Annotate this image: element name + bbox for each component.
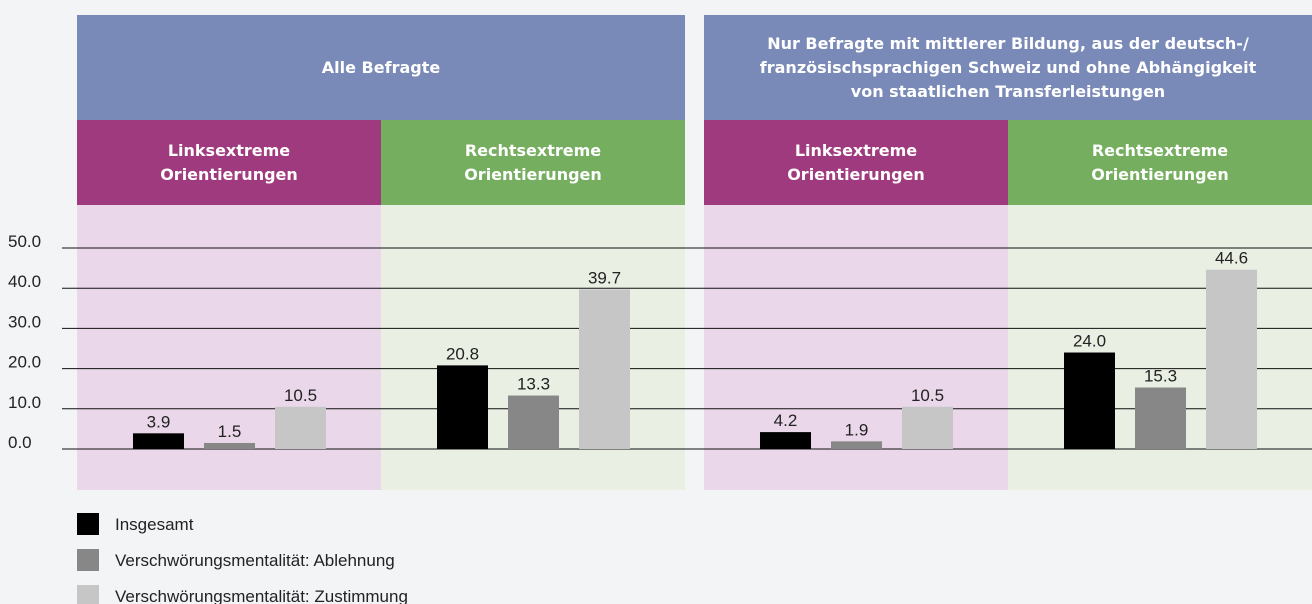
value-label: 4.2 [774,411,798,430]
legend-swatch [77,549,99,571]
value-label: 15.3 [1144,366,1177,385]
bar [1135,387,1186,449]
bar [760,432,811,449]
bar [508,395,559,449]
group-header: Nur Befragte mit mittlerer Bildung, aus … [704,15,1312,120]
category-header: Rechtsextreme Orientierungen [1008,120,1312,205]
legend-label: Insgesamt [115,515,194,534]
bar [579,289,630,449]
category-header: Rechtsextreme Orientierungen [381,120,685,205]
legend-swatch [77,585,99,604]
value-label: 1.5 [218,422,242,441]
value-label: 44.6 [1215,249,1248,268]
group-header: Alle Befragte [77,15,685,120]
category-header: Linksextreme Orientierungen [704,120,1008,205]
y-tick-label: 0.0 [8,433,32,452]
y-tick-label: 40.0 [8,272,41,291]
y-tick-label: 50.0 [8,232,41,251]
legend-label: Verschwörungsmentalität: Ablehnung [115,551,395,570]
y-tick-label: 30.0 [8,312,41,331]
value-label: 10.5 [284,386,317,405]
value-label: 24.0 [1073,332,1106,351]
y-tick-label: 10.0 [8,393,41,412]
bar [1206,269,1257,449]
value-label: 3.9 [147,412,171,431]
y-tick-label: 20.0 [8,353,41,372]
bar [204,442,255,449]
bar [275,406,326,449]
value-label: 1.9 [845,420,869,439]
legend-swatch [77,513,99,535]
bar [437,365,488,449]
bar [1064,352,1115,449]
value-label: 20.8 [446,344,479,363]
value-label: 39.7 [588,268,621,287]
legend-label: Verschwörungsmentalität: Zustimmung [115,587,408,604]
bar [902,406,953,449]
value-label: 10.5 [911,386,944,405]
bar [133,433,184,449]
panel-background [77,205,381,490]
bar [831,441,882,449]
value-label: 13.3 [517,375,550,394]
category-header: Linksextreme Orientierungen [77,120,381,205]
